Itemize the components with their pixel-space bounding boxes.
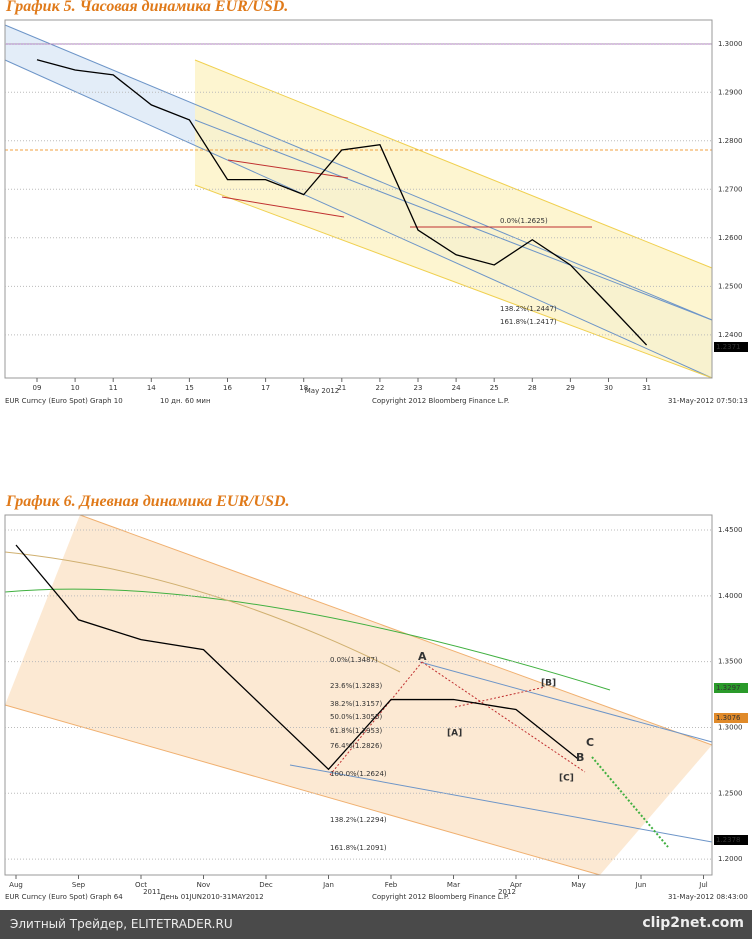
x-tick-label: 21 [337, 384, 346, 392]
x-tick-label: Jun [635, 881, 647, 889]
footer-note: День 01JUN2010-31MAY2012 [160, 893, 264, 901]
footer-note: 31-May-2012 07:50:13 [668, 397, 748, 405]
annotation: 161.8%(1.2091) [330, 844, 387, 852]
x-tick-label: 29 [566, 384, 575, 392]
x-tick-label: Feb [385, 881, 398, 889]
x-tick-label: Sep [72, 881, 86, 889]
price-line [36, 59, 648, 346]
y-tick-label: 1.2400 [718, 331, 743, 339]
chart-title: График 5. Часовая динамика EUR/USD. [6, 0, 289, 15]
y-tick-label: 1.2500 [718, 789, 743, 797]
annotation: 1.2378 [716, 836, 741, 844]
x-tick-label: 25 [490, 384, 499, 392]
x-tick-label: Jul [698, 881, 708, 889]
x-tick-label: May [571, 881, 585, 889]
price-tag [714, 342, 748, 352]
annotation: 1.3297 [716, 684, 741, 692]
x-axis-label: May 2012 [305, 387, 340, 395]
y-tick-label: 1.3500 [718, 658, 743, 666]
annotation: 76.4%(1.2826) [330, 742, 382, 750]
y-tick-label: 1.2000 [718, 855, 743, 863]
annotation: [B] [541, 679, 556, 689]
price-line [15, 544, 579, 771]
x-tick-label: Oct [135, 881, 147, 889]
x-tick-label: 16 [223, 384, 232, 392]
x-tick-label: Aug [9, 881, 23, 889]
x-tick-label: Nov [197, 881, 211, 889]
annotation: 138.2%(1.2447) [500, 305, 557, 313]
x-tick-label: 18 [299, 384, 308, 392]
x-tick-label: 14 [147, 384, 156, 392]
chart: 1.4500 1.4000 1.3500 1.3000 1.2500 1.2000 Aug S… [4, 514, 748, 901]
brand[interactable]: clip2net.com [642, 915, 744, 931]
x-tick-label: Apr [510, 881, 522, 889]
footer-bar: Элитный Трейдер, ELITETRADER.RU clip2net… [0, 910, 752, 939]
footer-note: EUR Curncy (Euro Spot) Graph 10 [5, 397, 123, 405]
x-tick-label: 28 [528, 384, 537, 392]
annotation: 0.0%(1.2625) [500, 217, 548, 225]
annotation: [C] [559, 774, 574, 784]
y-tick-label: 1.3000 [718, 723, 743, 731]
y-tick-label: 1.2700 [718, 185, 743, 193]
footer-note: Copyright 2012 Bloomberg Finance L.P. [372, 397, 509, 405]
footer-note: 10 дн. 60 мин [160, 397, 211, 405]
annotation: 1.2371 [716, 343, 741, 351]
annotation: 38.2%(1.3157) [330, 700, 382, 708]
x-tick-label: 30 [604, 384, 613, 392]
annotation: 161.8%(1.2417) [500, 318, 557, 326]
x-sublabel: 2011 [143, 888, 161, 896]
x-tick-label: 15 [185, 384, 194, 392]
annotation: 50.0%(1.3055) [330, 713, 382, 721]
chart-title: График 6. Дневная динамика EUR/USD. [6, 493, 290, 510]
site: Элитный Трейдер, ELITETRADER.RU [10, 917, 233, 931]
price-tag [714, 713, 748, 723]
x-tick-label: 22 [375, 384, 384, 392]
y-tick-label: 1.2800 [718, 137, 743, 145]
x-tick-label: 09 [33, 384, 42, 392]
x-tick-label: 11 [109, 384, 118, 392]
x-tick-label: 24 [452, 384, 461, 392]
x-tick-label: 23 [414, 384, 423, 392]
annotation: [A] [447, 729, 462, 739]
footer-note: EUR Curncy (Euro Spot) Graph 64 [5, 893, 123, 901]
y-tick-label: 1.4000 [718, 592, 743, 600]
annotation: A [418, 650, 427, 663]
annotation: B [576, 751, 584, 764]
footer-note: Copyright 2012 Bloomberg Finance L.P. [372, 893, 509, 901]
annotation: C [586, 736, 594, 749]
annotation: 1.3076 [716, 714, 741, 722]
chart: 1.3000 1.2900 1.2800 1.2700 1.2600 1.2500 1.24… [4, 19, 748, 405]
x-tick-label: Jan [322, 881, 334, 889]
annotation: 0.0%(1.3487) [330, 656, 378, 664]
x-tick-label: 31 [642, 384, 651, 392]
x-tick-label: Dec [259, 881, 273, 889]
y-tick-label: 1.2600 [718, 234, 743, 242]
x-tick-label: 17 [261, 384, 270, 392]
footer-note: 31-May-2012 08:43:00 [668, 893, 748, 901]
price-tag [714, 683, 748, 693]
annotation: 23.6%(1.3283) [330, 682, 382, 690]
y-tick-label: 1.4500 [718, 526, 743, 534]
annotation: 138.2%(1.2294) [330, 816, 387, 824]
annotation: 61.8%(1.2953) [330, 727, 382, 735]
x-sublabel: 2012 [498, 888, 516, 896]
y-tick-label: 1.2500 [718, 282, 743, 290]
y-tick-label: 1.3000 [718, 40, 743, 48]
x-tick-label: 10 [71, 384, 80, 392]
x-tick-label: Mar [447, 881, 460, 889]
annotation: 100.0%(1.2624) [330, 770, 387, 778]
price-tag [714, 835, 748, 845]
y-tick-label: 1.2900 [718, 88, 743, 96]
